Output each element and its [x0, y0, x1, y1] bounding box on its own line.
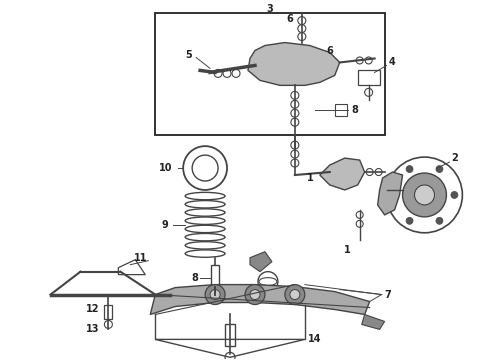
Polygon shape — [320, 158, 365, 190]
Text: 6: 6 — [287, 14, 293, 24]
Text: 12: 12 — [86, 305, 99, 315]
Circle shape — [250, 289, 260, 300]
Text: 10: 10 — [158, 163, 172, 173]
Circle shape — [285, 285, 305, 305]
Circle shape — [210, 289, 220, 300]
Circle shape — [406, 217, 413, 224]
Polygon shape — [362, 315, 385, 329]
Bar — [335, 104, 347, 116]
Polygon shape — [378, 172, 403, 215]
Text: 1: 1 — [344, 245, 351, 255]
Polygon shape — [250, 252, 272, 272]
Circle shape — [205, 285, 225, 305]
Circle shape — [436, 217, 443, 224]
Circle shape — [436, 166, 443, 172]
Text: 4: 4 — [388, 58, 395, 67]
Bar — [155, 13, 385, 135]
Text: 2: 2 — [451, 153, 458, 163]
Circle shape — [403, 173, 446, 217]
Text: 7: 7 — [384, 289, 391, 300]
Bar — [358, 71, 380, 85]
Bar — [225, 324, 235, 346]
Circle shape — [451, 192, 458, 198]
Polygon shape — [248, 42, 340, 85]
Text: 8: 8 — [351, 105, 358, 115]
Text: 13: 13 — [86, 324, 99, 334]
Text: 9: 9 — [162, 220, 169, 230]
Circle shape — [290, 289, 300, 300]
Bar — [211, 265, 219, 287]
Text: 6: 6 — [326, 45, 333, 55]
Circle shape — [391, 192, 398, 198]
Text: 5: 5 — [185, 50, 192, 60]
Text: 14: 14 — [308, 334, 321, 345]
Text: 1: 1 — [306, 173, 313, 183]
Polygon shape — [150, 285, 369, 315]
Text: 3: 3 — [267, 4, 273, 14]
Circle shape — [415, 185, 435, 205]
Circle shape — [245, 285, 265, 305]
Text: 11: 11 — [134, 253, 147, 263]
Circle shape — [406, 166, 413, 172]
Bar — [104, 305, 112, 319]
Text: 8: 8 — [192, 273, 198, 283]
